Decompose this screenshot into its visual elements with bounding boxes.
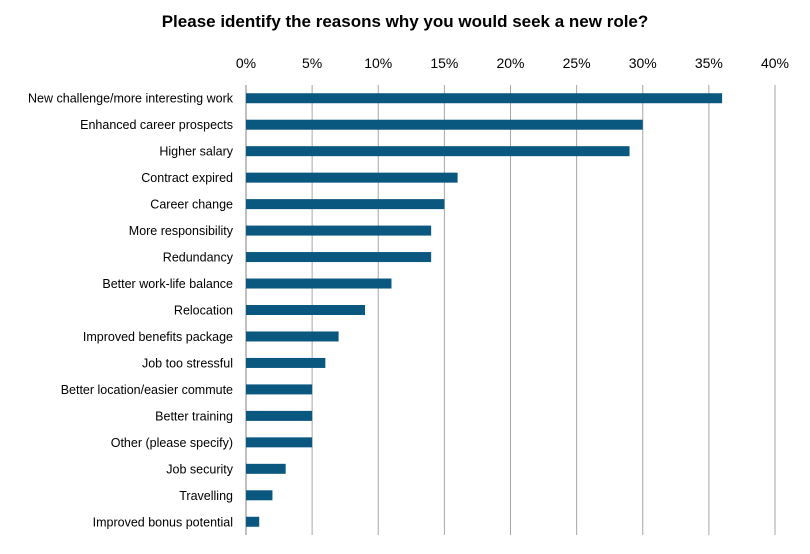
bar <box>246 199 445 210</box>
bar <box>246 384 313 395</box>
bar <box>246 278 392 289</box>
category-label: Better location/easier commute <box>61 383 233 397</box>
x-tick-label: 30% <box>629 55 657 71</box>
bar <box>246 490 273 501</box>
category-label: New challenge/more interesting work <box>28 92 234 106</box>
bar <box>246 119 643 130</box>
category-label: Improved bonus potential <box>93 515 233 529</box>
bar <box>246 357 326 368</box>
x-tick-label: 25% <box>563 55 591 71</box>
category-label: Contract expired <box>141 171 233 185</box>
bar <box>246 410 313 421</box>
bar <box>246 252 432 263</box>
category-label: Travelling <box>179 489 233 503</box>
category-label: Job too stressful <box>142 356 233 370</box>
x-tick-label: 5% <box>302 55 322 71</box>
category-label: Higher salary <box>159 145 233 159</box>
bar <box>246 93 723 104</box>
x-tick-label: 0% <box>236 55 256 71</box>
category-label: Improved benefits package <box>83 330 233 344</box>
x-axis-tick-labels: 0% 5% 10% 15% 20% 25% 30% 35% 40% <box>236 55 789 71</box>
bar <box>246 146 630 157</box>
category-label: Enhanced career prospects <box>80 118 233 132</box>
bar <box>246 331 339 342</box>
category-label: Relocation <box>174 304 233 318</box>
bar <box>246 225 432 236</box>
category-label: Better work-life balance <box>102 277 233 291</box>
bar <box>246 437 313 448</box>
chart-title: Please identify the reasons why you woul… <box>161 12 649 31</box>
x-tick-label: 40% <box>761 55 789 71</box>
category-label: Other (please specify) <box>111 436 233 450</box>
bars <box>246 93 723 527</box>
category-label: More responsibility <box>129 224 234 238</box>
category-label: Better training <box>155 409 233 423</box>
bar <box>246 305 366 315</box>
bar <box>246 463 286 474</box>
category-label: Job security <box>166 462 233 476</box>
x-tick-label: 15% <box>430 55 458 71</box>
category-label: Career change <box>150 198 233 212</box>
bar <box>246 172 458 183</box>
bar <box>246 516 260 527</box>
category-labels: New challenge/more interesting work Enhan… <box>28 92 234 530</box>
x-tick-label: 20% <box>496 55 524 71</box>
x-tick-label: 10% <box>364 55 392 71</box>
category-label: Redundancy <box>163 251 234 265</box>
x-tick-label: 35% <box>695 55 723 71</box>
